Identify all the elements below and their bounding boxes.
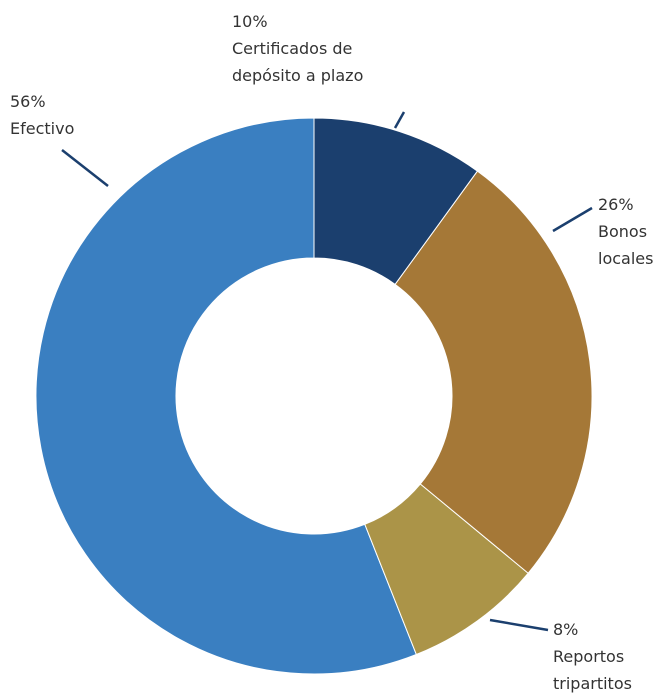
label: 56% Efectivo xyxy=(10,88,130,142)
category-label: Efectivo xyxy=(10,119,75,138)
category-label: Reportos tripartitos xyxy=(553,647,632,693)
donut-segment xyxy=(313,117,479,286)
category-label: Certificados de depósito a plazo xyxy=(232,39,364,85)
value-label: 56% xyxy=(10,92,46,111)
leader-line xyxy=(393,111,406,129)
leader-line xyxy=(552,206,593,233)
label: 8% Reportos tripartitos xyxy=(553,616,653,694)
leader-lines xyxy=(61,111,593,632)
leader-line xyxy=(61,149,109,187)
donut-segment xyxy=(35,117,417,675)
label: 26% Bonos locales xyxy=(598,191,670,272)
value-label: 8% xyxy=(553,620,579,639)
donut-segment xyxy=(364,483,529,656)
donut-segment xyxy=(394,170,593,574)
value-label: 26% xyxy=(598,195,634,214)
label: 10% Certificados de depósito a plazo xyxy=(232,8,412,89)
category-label: Bonos locales xyxy=(598,222,654,268)
leader-line xyxy=(489,618,549,632)
value-label: 10% xyxy=(232,12,268,31)
